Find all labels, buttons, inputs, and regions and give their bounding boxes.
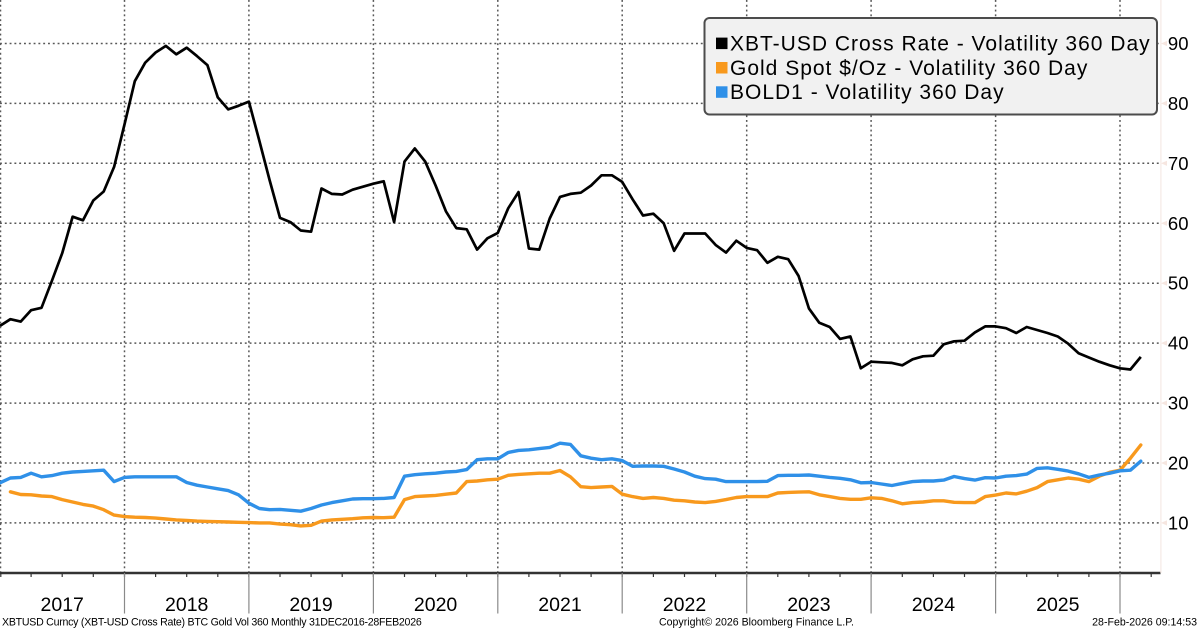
svg-text:2017: 2017 bbox=[41, 594, 84, 616]
svg-text:30: 30 bbox=[1168, 393, 1189, 414]
svg-text:80: 80 bbox=[1168, 93, 1189, 114]
svg-text:BOLD1 - Volatility 360 Day: BOLD1 - Volatility 360 Day bbox=[730, 81, 1005, 104]
svg-text:90: 90 bbox=[1168, 33, 1189, 54]
svg-text:28-Feb-2026 09:14:53: 28-Feb-2026 09:14:53 bbox=[1092, 617, 1197, 629]
svg-text:2020: 2020 bbox=[414, 594, 458, 616]
svg-text:Copyright© 2026 Bloomberg Fina: Copyright© 2026 Bloomberg Finance L.P. bbox=[659, 617, 854, 629]
svg-text:2021: 2021 bbox=[538, 594, 581, 616]
svg-text:70: 70 bbox=[1168, 153, 1189, 174]
svg-text:2018: 2018 bbox=[165, 594, 208, 616]
svg-text:2019: 2019 bbox=[289, 594, 332, 616]
svg-text:20: 20 bbox=[1168, 453, 1189, 474]
svg-text:XBTUSD Curncy (XBT-USD Cross R: XBTUSD Curncy (XBT-USD Cross Rate) BTC G… bbox=[2, 617, 422, 629]
svg-text:2024: 2024 bbox=[912, 594, 956, 616]
svg-text:40: 40 bbox=[1168, 333, 1189, 354]
svg-text:2023: 2023 bbox=[787, 594, 830, 616]
svg-text:Gold Spot $/Oz - Volatility 36: Gold Spot $/Oz - Volatility 360 Day bbox=[730, 57, 1088, 80]
svg-text:50: 50 bbox=[1168, 273, 1189, 294]
svg-text:2022: 2022 bbox=[663, 594, 706, 616]
svg-text:60: 60 bbox=[1168, 213, 1189, 234]
svg-text:XBT-USD Cross Rate - Volatilit: XBT-USD Cross Rate - Volatility 360 Day bbox=[730, 33, 1151, 56]
svg-text:10: 10 bbox=[1168, 512, 1189, 533]
svg-text:2025: 2025 bbox=[1036, 594, 1080, 616]
